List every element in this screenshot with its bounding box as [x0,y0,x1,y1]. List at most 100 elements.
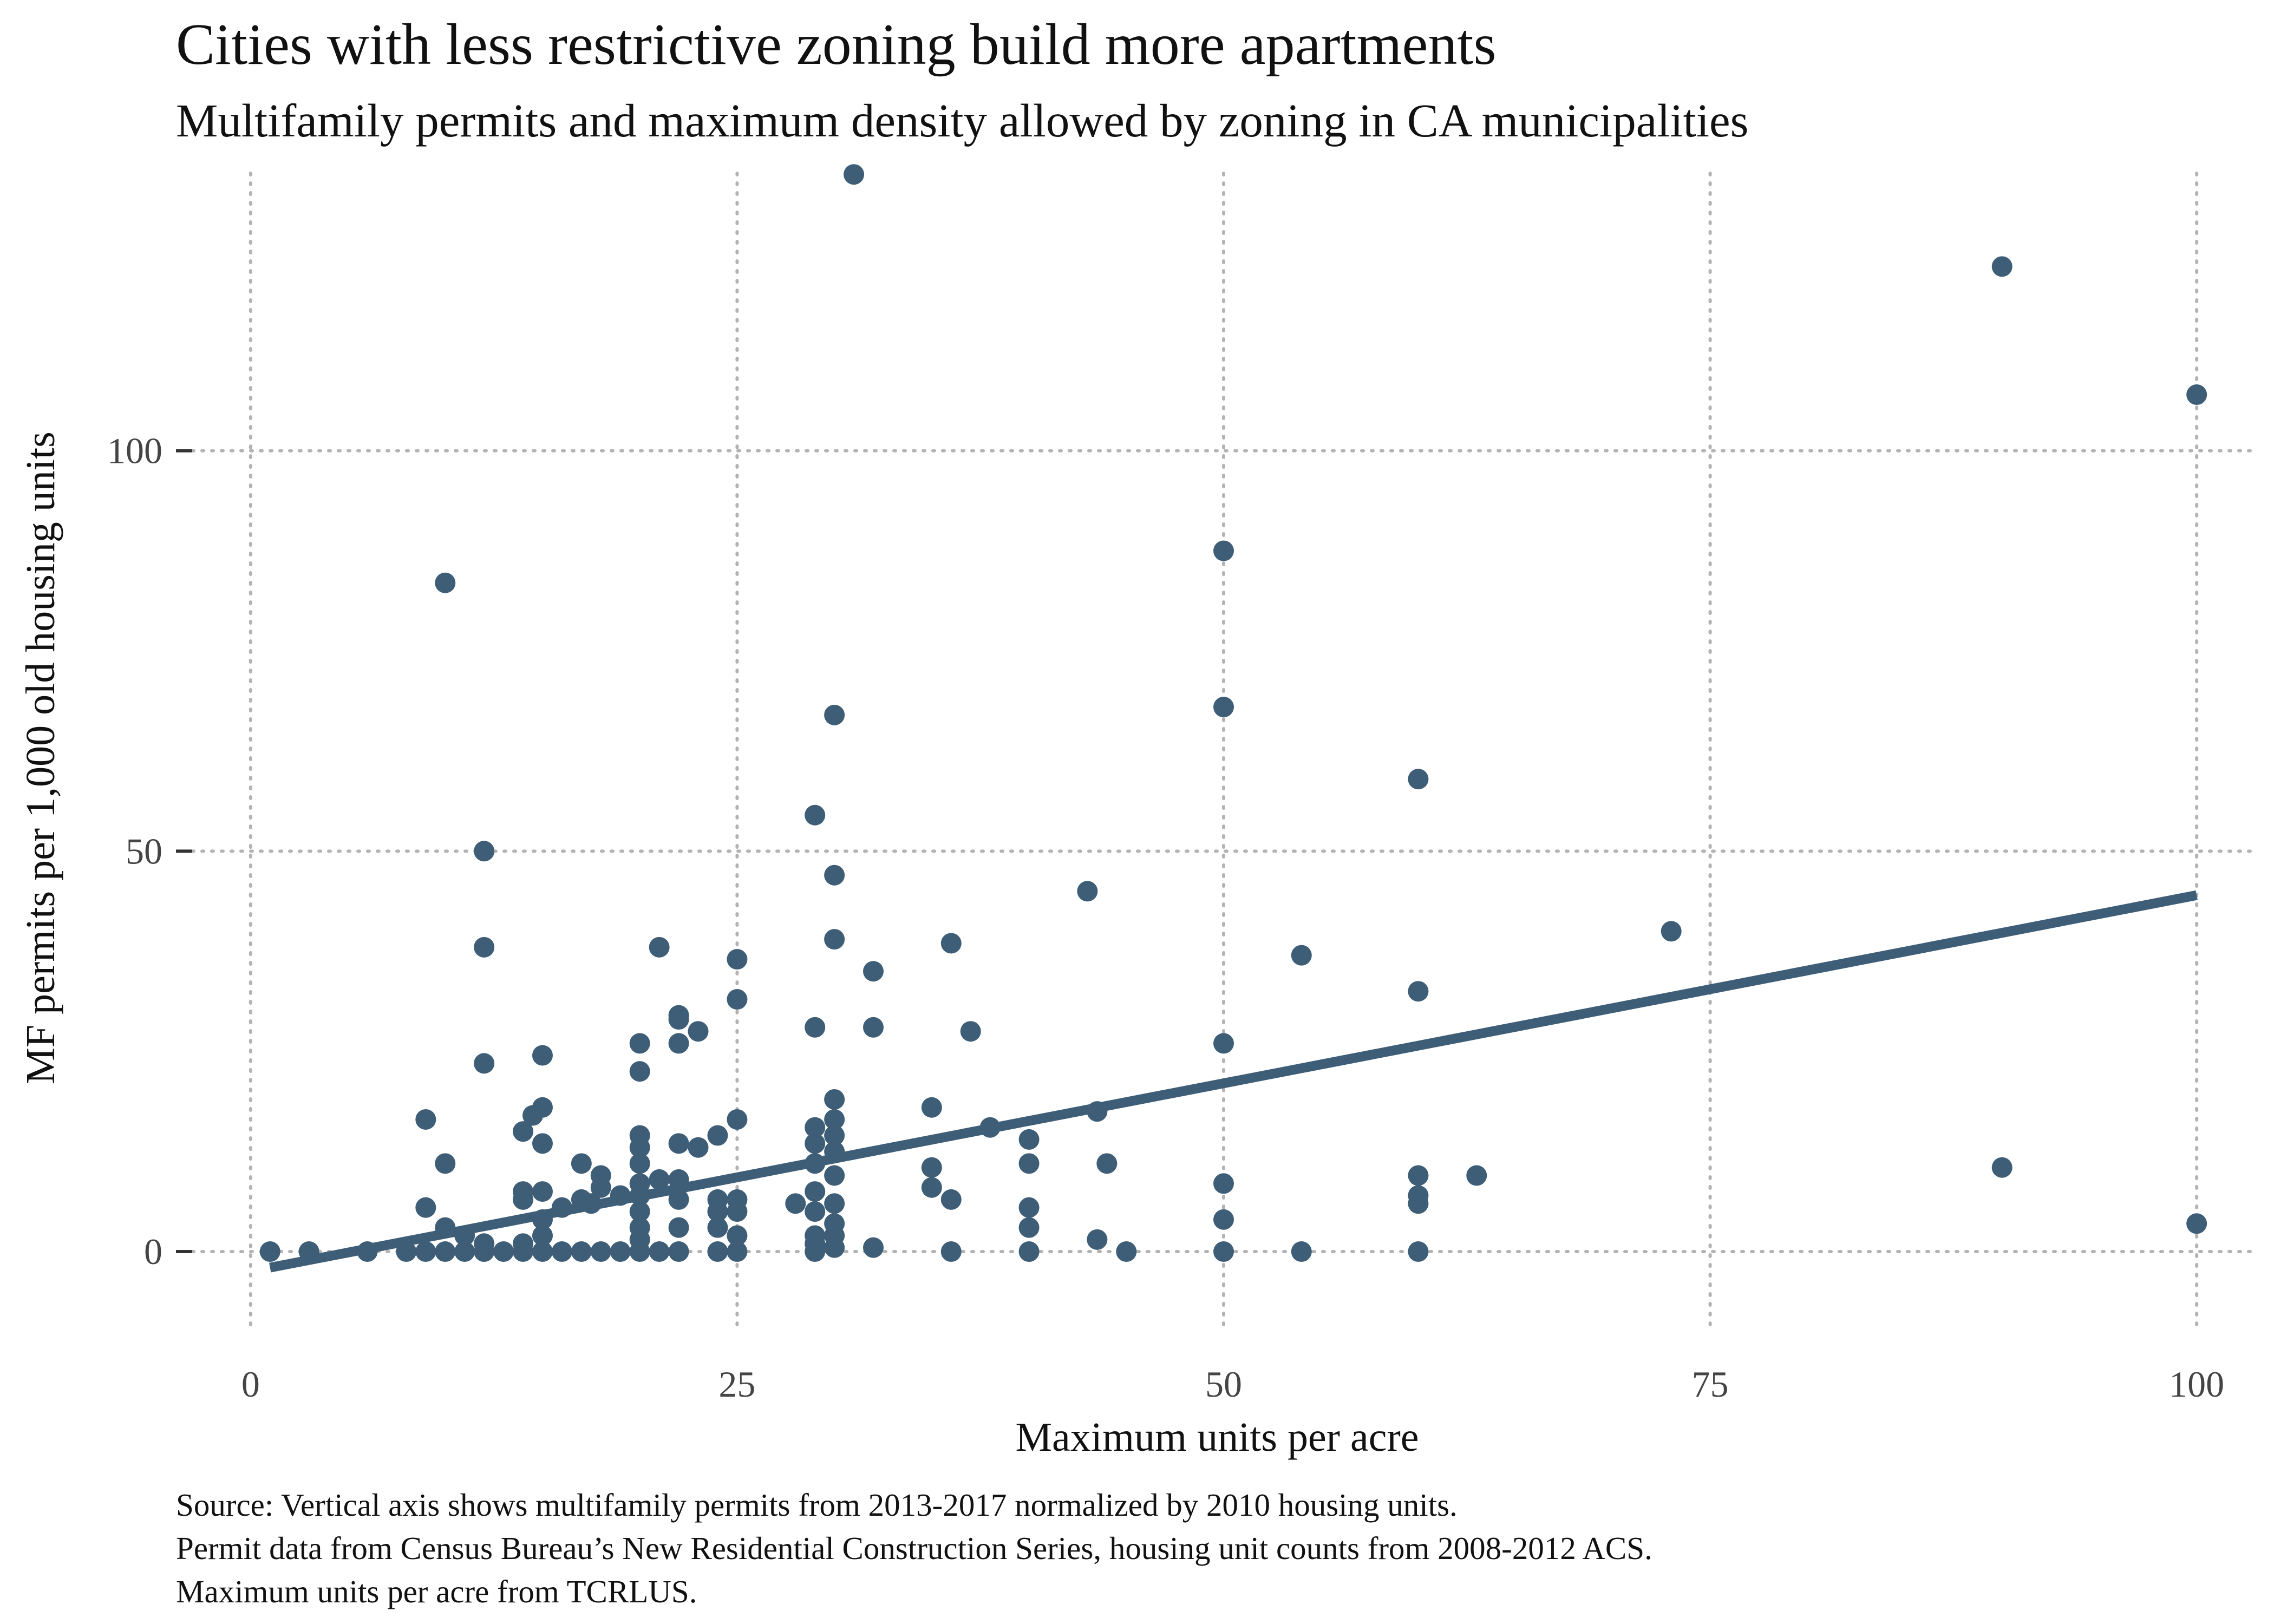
data-point [668,1033,689,1054]
data-point [668,1133,689,1154]
data-point [727,989,748,1010]
data-point [532,1097,553,1118]
x-tick-label: 25 [718,1364,755,1405]
grid-lines [191,172,2257,1333]
chart-title: Cities with less restrictive zoning buil… [176,12,1497,77]
data-point [824,1237,845,1258]
data-point [513,1189,534,1210]
data-point [805,804,826,826]
data-point [727,1201,748,1222]
data-point [707,1201,728,1222]
data-point [805,1017,826,1038]
y-axis-title: MF permits per 1,000 old housing units [18,431,63,1084]
data-point [532,1133,553,1154]
data-point [940,1241,962,1262]
data-point [824,704,845,725]
data-point [1077,881,1098,902]
x-tick-label: 75 [1692,1364,1729,1405]
data-point [532,1241,553,1262]
data-point [1408,1241,1429,1262]
data-point [960,1021,981,1042]
data-point [824,1109,845,1130]
data-point [727,1241,748,1262]
data-point [727,1109,748,1130]
data-point [1018,1217,1040,1238]
caption-line-2: Permit data from Census Bureau’s New Res… [176,1530,1652,1566]
data-point [1991,1157,2012,1178]
data-point [590,1177,611,1198]
data-point [435,1153,456,1174]
chart-subtitle: Multifamily permits and maximum density … [176,94,1748,147]
data-point [824,1165,845,1186]
data-point [824,1089,845,1110]
data-point [668,1241,689,1262]
data-point [1408,769,1429,790]
data-point [668,1009,689,1030]
data-point [610,1241,631,1262]
data-point [629,1241,650,1262]
data-point [629,1033,650,1054]
data-point [493,1241,514,1262]
data-point [532,1181,553,1202]
data-point [629,1137,650,1158]
x-tick-label: 100 [2169,1364,2224,1405]
data-point [474,1241,495,1262]
data-point [688,1137,709,1158]
data-point [1213,1033,1234,1054]
data-point [727,949,748,970]
data-point [532,1045,553,1066]
data-point [2186,1213,2207,1234]
data-point [1408,1165,1429,1186]
data-point [785,1193,806,1214]
data-point [707,1241,728,1262]
data-point [649,1169,670,1190]
data-point [474,841,495,862]
data-point [805,1241,826,1262]
x-tick-label: 50 [1205,1364,1242,1405]
data-point [727,1225,748,1246]
data-point [824,929,845,950]
data-point [1213,1173,1234,1194]
data-point [940,1189,962,1210]
x-tick-label: 0 [241,1364,260,1405]
data-point [1116,1241,1137,1262]
data-point [1991,256,2012,277]
data-point [805,1201,826,1222]
data-point [474,1053,495,1074]
data-point [1661,921,1682,942]
data-point [1213,697,1234,718]
data-point [1018,1241,1040,1262]
data-point [863,1237,884,1258]
data-point [1018,1197,1040,1218]
data-point [435,1241,456,1262]
data-point [590,1241,611,1262]
data-point [1087,1229,1108,1250]
data-points [259,164,2207,1262]
data-point [474,937,495,958]
caption-line-1: Source: Vertical axis shows multifamily … [176,1487,1458,1523]
axis-ticks: 0 25 50 75 100 0 50 100 [107,430,2224,1405]
data-point [863,1017,884,1038]
data-point [688,1021,709,1042]
data-point [805,1181,826,1202]
data-point [629,1201,650,1222]
data-point [415,1197,436,1218]
data-point [259,1241,280,1262]
data-point [863,961,884,982]
y-tick-label: 0 [144,1231,162,1272]
data-point [805,1117,826,1138]
data-point [1018,1153,1040,1174]
data-point [454,1241,475,1262]
data-point [513,1121,534,1142]
data-point [940,933,962,954]
data-point [1466,1165,1487,1186]
data-point [629,1153,650,1174]
data-point [824,865,845,886]
caption-line-3: Maximum units per acre from TCRLUS. [176,1574,697,1609]
data-point [921,1097,942,1118]
data-point [1213,540,1234,561]
data-point [532,1225,553,1246]
data-point [649,1241,670,1262]
data-point [1291,1241,1312,1262]
data-point [629,1061,650,1082]
